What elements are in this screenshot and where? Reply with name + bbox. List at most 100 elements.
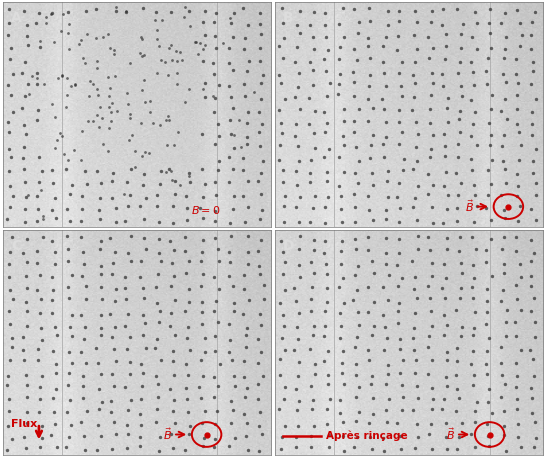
Point <box>63 156 72 163</box>
Point <box>210 443 218 451</box>
Point <box>141 194 150 202</box>
Point <box>62 233 71 240</box>
Point <box>294 310 303 317</box>
Point <box>201 42 210 49</box>
Point <box>308 397 317 404</box>
Point <box>483 55 492 62</box>
Point <box>277 334 286 341</box>
Point <box>229 9 238 16</box>
Point <box>173 69 181 77</box>
Point <box>441 55 449 63</box>
Point <box>212 407 221 414</box>
Point <box>437 70 446 78</box>
Point <box>33 218 41 225</box>
Point <box>61 103 70 111</box>
Point <box>349 45 358 53</box>
Point <box>106 44 115 51</box>
Point <box>499 260 508 267</box>
Point <box>227 398 236 405</box>
Point <box>309 422 318 429</box>
Point <box>112 108 121 115</box>
Point <box>169 348 178 355</box>
Point <box>211 217 219 224</box>
Point <box>257 348 265 356</box>
Point <box>126 165 135 173</box>
Point <box>367 331 376 339</box>
Point <box>23 322 32 329</box>
Point <box>21 58 30 65</box>
Point <box>250 88 258 96</box>
Point <box>22 420 31 427</box>
Point <box>411 356 420 364</box>
Point <box>198 18 207 26</box>
Point <box>162 117 171 124</box>
Point <box>32 69 41 77</box>
Point <box>47 431 56 439</box>
Point <box>58 72 67 79</box>
Point <box>51 420 60 428</box>
Point <box>512 70 521 78</box>
Point <box>156 257 165 265</box>
Point <box>182 384 191 392</box>
Point <box>36 443 45 451</box>
Point <box>200 407 209 414</box>
Point <box>501 333 510 340</box>
Point <box>276 356 284 363</box>
Point <box>50 38 58 46</box>
Point <box>185 170 194 177</box>
Point <box>173 58 181 65</box>
Point <box>245 297 253 304</box>
Point <box>322 260 331 267</box>
Point <box>381 33 390 40</box>
Point <box>167 167 176 174</box>
Point <box>153 405 162 413</box>
Point <box>295 69 304 77</box>
Point <box>511 233 520 240</box>
Point <box>442 274 450 281</box>
Point <box>198 320 206 328</box>
Point <box>51 324 60 331</box>
Point <box>453 140 462 148</box>
Point <box>22 285 31 292</box>
Point <box>354 383 363 390</box>
Point <box>33 80 41 88</box>
Point <box>67 83 75 90</box>
Point <box>33 248 41 255</box>
Point <box>425 154 434 161</box>
Point <box>7 154 16 161</box>
Point <box>36 271 45 278</box>
Point <box>255 262 264 269</box>
Point <box>198 298 206 305</box>
Point <box>378 43 387 50</box>
Point <box>483 286 491 293</box>
Point <box>354 262 363 269</box>
Point <box>128 131 136 138</box>
Point <box>3 381 11 388</box>
Point <box>182 395 191 403</box>
Point <box>425 430 434 437</box>
Point <box>35 383 44 390</box>
Point <box>82 7 91 15</box>
Point <box>354 105 363 112</box>
Point <box>513 105 522 112</box>
Point <box>470 9 479 16</box>
Point <box>424 54 433 62</box>
Point <box>364 43 373 50</box>
Point <box>279 311 288 318</box>
Point <box>458 324 466 331</box>
Point <box>482 361 490 368</box>
Point <box>239 192 248 199</box>
Point <box>336 192 345 200</box>
Point <box>91 344 100 351</box>
Point <box>170 272 179 280</box>
Point <box>486 180 495 187</box>
Point <box>106 234 115 242</box>
Point <box>182 192 191 200</box>
Point <box>409 335 418 342</box>
Point <box>212 44 221 51</box>
Point <box>108 260 117 267</box>
Point <box>63 74 72 81</box>
Point <box>500 54 508 61</box>
Point <box>254 108 263 116</box>
Point <box>378 434 387 441</box>
